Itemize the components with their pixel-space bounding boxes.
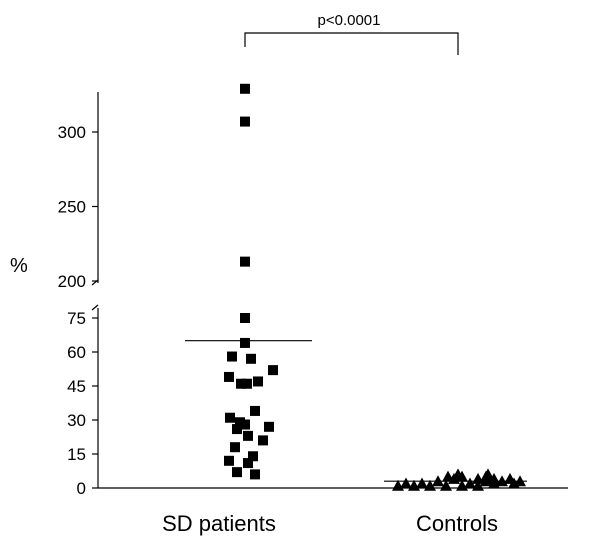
sd-patients-point bbox=[248, 451, 258, 462]
sd-patients-point bbox=[250, 405, 260, 416]
sd-patients-point bbox=[264, 421, 274, 432]
marks-group bbox=[185, 83, 527, 491]
y-tick-label-30: 30 bbox=[67, 411, 86, 430]
sd-patients-point bbox=[232, 424, 242, 435]
y-axis-label: % bbox=[10, 255, 28, 277]
sd-patients-point bbox=[224, 371, 234, 382]
sd-patients-point bbox=[240, 337, 250, 348]
sd-patients-point bbox=[243, 430, 253, 441]
sd-patients-point bbox=[253, 376, 263, 387]
axis-break-mark-lower bbox=[91, 304, 99, 311]
y-tick-label-250: 250 bbox=[58, 198, 86, 217]
sd-patients-point bbox=[230, 442, 240, 453]
axes-group: 0 15 30 45 60 75 200 250 300 bbox=[58, 32, 568, 498]
sd-patients-point bbox=[240, 313, 250, 323]
significance-bracket bbox=[244, 32, 459, 55]
sd-patients-point bbox=[268, 365, 278, 376]
y-tick-label-15: 15 bbox=[67, 445, 86, 464]
y-tick-label-200: 200 bbox=[58, 272, 86, 291]
y-tick-label-45: 45 bbox=[67, 377, 86, 396]
sd-patients-point bbox=[236, 378, 246, 389]
sd-patients-point bbox=[243, 458, 253, 469]
controls-point bbox=[464, 477, 476, 489]
y-tick-label-60: 60 bbox=[67, 343, 86, 362]
sd-patients-point bbox=[240, 256, 250, 267]
controls-point bbox=[482, 468, 494, 480]
controls-point bbox=[442, 470, 454, 482]
sd-patients-point bbox=[258, 435, 268, 446]
controls-point bbox=[400, 477, 412, 489]
sd-patients-point bbox=[227, 351, 237, 362]
controls-point bbox=[440, 479, 452, 491]
y-tick-label-300: 300 bbox=[58, 123, 86, 142]
sd-patients-point bbox=[242, 378, 252, 389]
sd-patients-point bbox=[246, 353, 256, 364]
y-tick-label-0: 0 bbox=[77, 479, 86, 498]
controls-point bbox=[416, 477, 428, 489]
y-tick-label-75: 75 bbox=[67, 309, 86, 328]
x-category-label-sd-patients: SD patients bbox=[162, 511, 276, 536]
sd-patients-point bbox=[240, 116, 250, 127]
controls-point bbox=[452, 468, 464, 480]
sd-patients-point bbox=[240, 83, 250, 94]
sd-patients-point bbox=[240, 419, 250, 430]
p-value-annotation: p<0.0001 bbox=[318, 12, 381, 29]
sd-patients-point bbox=[225, 412, 235, 423]
x-category-label-controls: Controls bbox=[416, 511, 498, 536]
sd-patients-point bbox=[224, 455, 234, 466]
sd-patients-point bbox=[250, 469, 260, 480]
sd-patients-point bbox=[232, 467, 242, 478]
